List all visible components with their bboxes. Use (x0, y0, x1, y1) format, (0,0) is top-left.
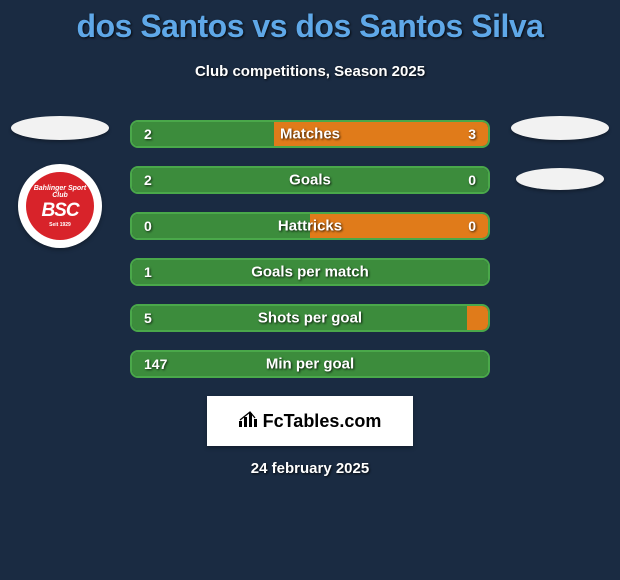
footer-box: FcTables.com (207, 396, 413, 446)
right-column (510, 120, 610, 190)
content-area: Bahlinger Sport Club BSC Seit 1929 Match… (0, 120, 620, 378)
stat-value-left: 0 (144, 218, 152, 234)
club-placeholder-right (516, 168, 604, 190)
badge-bottom-text: Seit 1929 (49, 222, 71, 228)
stat-label: Goals per match (251, 264, 369, 281)
stat-value-left: 1 (144, 264, 152, 280)
stat-row: Hattricks 0 0 (130, 212, 490, 240)
stat-row: Min per goal 147 (130, 350, 490, 378)
stat-row: Goals 2 0 (130, 166, 490, 194)
stat-row: Goals per match 1 (130, 258, 490, 286)
club-badge-inner: Bahlinger Sport Club BSC Seit 1929 (26, 172, 94, 240)
footer-text: FcTables.com (263, 411, 382, 432)
stat-row: Shots per goal 5 (130, 304, 490, 332)
stat-value-left: 2 (144, 126, 152, 142)
badge-main-text: BSC (41, 201, 78, 220)
subtitle: Club competitions, Season 2025 (0, 63, 620, 80)
player-placeholder-left (11, 116, 109, 140)
stat-value-right: 0 (468, 172, 476, 188)
page-title: dos Santos vs dos Santos Silva (0, 0, 620, 45)
stat-label: Min per goal (266, 356, 354, 373)
stat-label: Shots per goal (258, 310, 362, 327)
stat-row: Matches 2 3 (130, 120, 490, 148)
stat-label: Matches (280, 126, 340, 143)
stat-bar-right (467, 306, 488, 330)
left-column: Bahlinger Sport Club BSC Seit 1929 (10, 120, 110, 248)
stat-label: Goals (289, 172, 331, 189)
stat-value-left: 5 (144, 310, 152, 326)
badge-top-text: Bahlinger Sport Club (26, 185, 94, 199)
stat-label: Hattricks (278, 218, 342, 235)
chart-icon (239, 411, 259, 432)
player-placeholder-right (511, 116, 609, 140)
date-label: 24 february 2025 (0, 460, 620, 477)
stat-value-left: 147 (144, 356, 167, 372)
footer-logo: FcTables.com (239, 411, 382, 432)
stats-bars: Matches 2 3 Goals 2 0 Hattricks 0 0 Goals per mat… (130, 120, 490, 378)
stat-value-right: 3 (468, 126, 476, 142)
stat-bar-left (132, 122, 274, 146)
stat-value-right: 0 (468, 218, 476, 234)
stat-value-left: 2 (144, 172, 152, 188)
club-badge-left: Bahlinger Sport Club BSC Seit 1929 (18, 164, 102, 248)
